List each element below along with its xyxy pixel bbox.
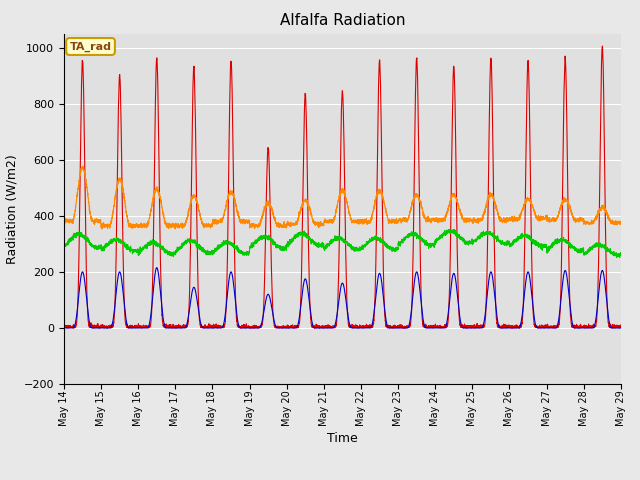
Line: SWin: SWin <box>64 46 621 328</box>
Title: Alfalfa Radiation: Alfalfa Radiation <box>280 13 405 28</box>
SWin <box>616 325 624 331</box>
SWout <box>161 321 168 327</box>
LWout <box>79 163 87 169</box>
SWin <box>60 324 68 330</box>
LWout <box>468 217 476 223</box>
Line: SWout: SWout <box>64 268 621 328</box>
LWin <box>322 244 330 250</box>
SWin <box>160 324 168 329</box>
LWin <box>60 243 68 249</box>
LWin <box>616 251 624 256</box>
SWout <box>616 325 624 331</box>
SWin <box>322 324 330 329</box>
LWout <box>60 219 68 225</box>
Text: TA_rad: TA_rad <box>70 41 111 52</box>
LWout <box>616 221 624 227</box>
LWout <box>436 218 444 224</box>
Line: LWout: LWout <box>64 166 621 229</box>
LWin <box>617 250 625 255</box>
LWin <box>467 239 475 245</box>
LWout <box>499 216 507 222</box>
LWin <box>451 227 458 232</box>
LWout <box>161 216 168 222</box>
SWin <box>598 43 606 49</box>
SWout <box>617 325 625 331</box>
SWout <box>322 325 330 331</box>
LWin <box>436 234 444 240</box>
LWout <box>99 226 106 232</box>
LWin <box>499 241 507 247</box>
LWout <box>617 220 625 226</box>
X-axis label: Time: Time <box>327 432 358 444</box>
SWin <box>436 324 444 329</box>
SWout <box>499 325 507 331</box>
SWout <box>436 325 444 331</box>
SWout <box>153 265 161 271</box>
SWout <box>60 325 68 331</box>
LWout <box>322 218 330 224</box>
SWin <box>499 324 507 330</box>
Line: LWin: LWin <box>64 229 621 257</box>
SWout <box>467 325 475 331</box>
Y-axis label: Radiation (W/m2): Radiation (W/m2) <box>5 154 18 264</box>
SWin <box>468 325 476 331</box>
SWin <box>617 324 625 330</box>
LWin <box>616 254 623 260</box>
SWin <box>467 323 475 329</box>
LWin <box>160 245 168 251</box>
